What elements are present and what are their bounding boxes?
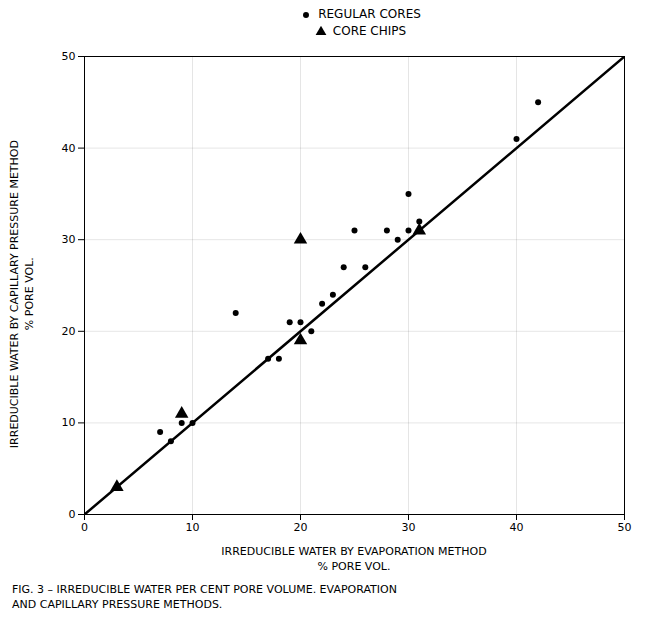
svg-text:30: 30 (62, 233, 76, 246)
html-text:IRREDUCIBLE WATER BY CAPILLARY: IRREDUCIBLE WATER BY CAPILLARY PRESSURE … (8, 139, 36, 449)
svg-text:0: 0 (81, 521, 88, 534)
html-text:FIG. 3 – IRREDUCIBLE WATER PER: FIG. 3 – IRREDUCIBLE WATER PER CENT PORE… (12, 583, 397, 611)
html-text:IRREDUCIBLE WATER BY EVAPORATI: IRREDUCIBLE WATER BY EVAPORATION METHOD … (221, 545, 487, 573)
svg-text:20: 20 (62, 325, 76, 338)
svg-text:40: 40 (510, 521, 524, 534)
svg-text:10: 10 (186, 521, 200, 534)
svg-text:20: 20 (294, 521, 308, 534)
svg-text:40: 40 (62, 142, 76, 155)
svg-text:50: 50 (62, 50, 76, 63)
svg-text:30: 30 (402, 521, 416, 534)
html-text:CORE CHIPS: CORE CHIPS (332, 24, 407, 38)
svg-text:10: 10 (62, 416, 76, 429)
svg-text:50: 50 (618, 521, 632, 534)
svg-text:0: 0 (69, 508, 76, 521)
html-text:REGULAR CORES: REGULAR CORES (318, 7, 421, 21)
